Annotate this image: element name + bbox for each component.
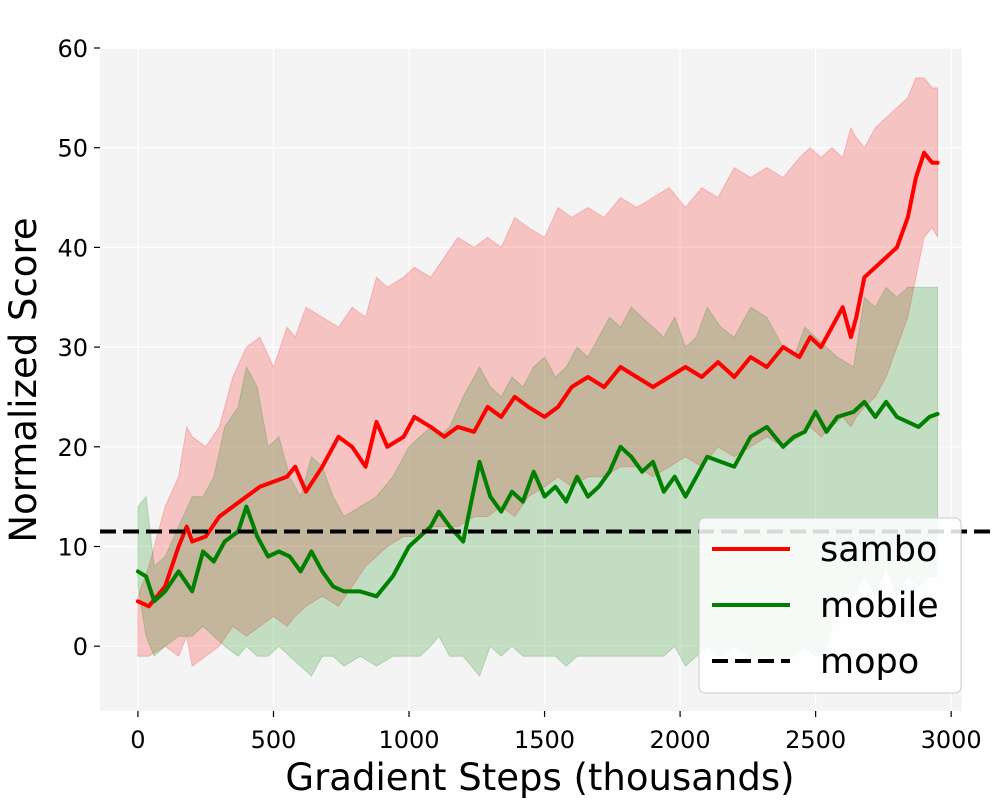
legend-label-sambo: sambo bbox=[820, 530, 937, 570]
y-tick-label: 30 bbox=[57, 334, 88, 362]
axis-ticks: 0 500 1000 1500 2000 2500 3000 0 10 20 30 40 50 60 bbox=[57, 35, 981, 754]
x-tick-label: 1000 bbox=[378, 726, 439, 754]
legend-box bbox=[698, 517, 962, 694]
y-tick-label: 50 bbox=[57, 135, 88, 163]
x-tick-label: 1500 bbox=[514, 726, 575, 754]
y-tick-label: 60 bbox=[57, 35, 88, 63]
y-tick-label: 0 bbox=[73, 633, 88, 661]
y-tick-label: 40 bbox=[57, 234, 88, 262]
x-tick-label: 2000 bbox=[650, 726, 711, 754]
y-axis-label: Normalized Score bbox=[2, 217, 45, 542]
legend: sambo mobile mopo bbox=[698, 517, 962, 694]
x-axis-label: Gradient Steps (thousands) bbox=[285, 756, 794, 799]
x-tick-label: 3000 bbox=[921, 726, 982, 754]
legend-label-mopo: mopo bbox=[820, 642, 919, 682]
y-tick-label: 20 bbox=[57, 434, 88, 462]
x-tick-label: 500 bbox=[251, 726, 297, 754]
sambo-line bbox=[135, 150, 940, 609]
x-tick-label: 2500 bbox=[785, 726, 846, 754]
x-tick-label: 0 bbox=[130, 726, 145, 754]
mobile-line bbox=[135, 399, 940, 604]
legend-label-mobile: mobile bbox=[820, 586, 939, 626]
y-tick-label: 10 bbox=[57, 533, 88, 561]
sambo-confidence-band bbox=[137, 77, 939, 667]
